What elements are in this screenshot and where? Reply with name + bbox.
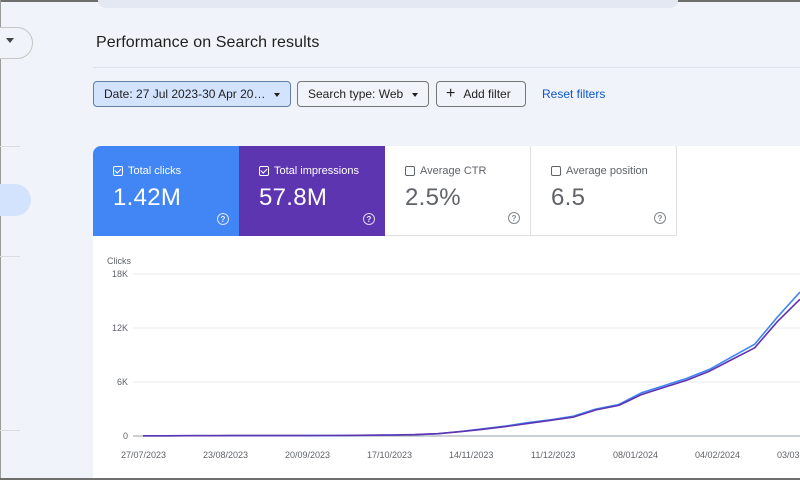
search-type-label: Search type: Web bbox=[308, 87, 404, 101]
chevron-down-icon bbox=[412, 93, 418, 97]
chevron-down-icon[interactable] bbox=[6, 38, 14, 43]
y-tick-label: 0 bbox=[123, 431, 128, 441]
metric-row-filler bbox=[677, 146, 800, 236]
y-axis-title: Clicks bbox=[107, 256, 131, 266]
help-icon[interactable]: ? bbox=[217, 213, 229, 225]
reset-filters-link[interactable]: Reset filters bbox=[542, 87, 606, 101]
performance-chart-panel: Clicks 0 6K 12K 18K 27/07/2023 23/08/2023 20/09… bbox=[93, 236, 800, 478]
metric-value: 6.5 bbox=[551, 184, 586, 211]
window-left-border bbox=[0, 0, 1, 480]
x-tick-label: 03/03 bbox=[777, 450, 800, 460]
metric-label: Total impressions bbox=[274, 165, 359, 177]
series-line-clicks bbox=[143, 291, 800, 437]
window-bottom-border bbox=[0, 478, 800, 480]
metric-value: 57.8M bbox=[259, 184, 328, 211]
help-icon[interactable]: ? bbox=[654, 212, 666, 224]
checkbox-checked-icon[interactable] bbox=[259, 166, 269, 176]
series-line-impressions bbox=[143, 298, 800, 437]
y-tick-label: 18K bbox=[112, 269, 128, 279]
metric-value: 2.5% bbox=[405, 184, 461, 211]
checkbox-unchecked-icon[interactable] bbox=[551, 166, 561, 176]
sidebar bbox=[0, 0, 60, 480]
metric-label: Average position bbox=[566, 165, 648, 177]
y-tick-label: 6K bbox=[117, 377, 128, 387]
sidebar-divider bbox=[0, 256, 20, 257]
y-tick-label: 12K bbox=[112, 323, 128, 333]
chevron-down-icon bbox=[274, 93, 280, 97]
metric-value: 1.42M bbox=[113, 184, 182, 211]
page-title: Performance on Search results bbox=[96, 34, 320, 51]
checkbox-checked-icon[interactable] bbox=[113, 166, 123, 176]
x-tick-label: 08/01/2024 bbox=[613, 450, 658, 460]
x-tick-label: 11/12/2023 bbox=[531, 450, 575, 460]
property-selector[interactable] bbox=[0, 27, 33, 59]
help-icon[interactable]: ? bbox=[363, 213, 375, 225]
date-filter-chip[interactable]: Date: 27 Jul 2023-30 Apr 20… bbox=[93, 81, 291, 107]
header-divider bbox=[93, 67, 800, 68]
x-tick-label: 17/10/2023 bbox=[367, 450, 412, 460]
x-tick-label: 20/09/2023 bbox=[285, 450, 330, 460]
checkbox-unchecked-icon[interactable] bbox=[405, 166, 415, 176]
performance-chart[interactable]: Clicks 0 6K 12K 18K 27/07/2023 23/08/2023 20/09… bbox=[93, 236, 800, 478]
top-banner-strip bbox=[98, 0, 678, 8]
metric-card-total-impressions[interactable]: Total impressions 57.8M ? bbox=[239, 146, 385, 236]
sidebar-item-performance[interactable] bbox=[0, 184, 31, 216]
metric-card-average-position[interactable]: Average position 6.5 ? bbox=[531, 146, 677, 236]
metric-card-total-clicks[interactable]: Total clicks 1.42M ? bbox=[93, 146, 239, 236]
metric-card-average-ctr[interactable]: Average CTR 2.5% ? bbox=[385, 146, 531, 236]
add-filter-label: Add filter bbox=[463, 87, 511, 101]
sidebar-divider bbox=[0, 430, 20, 431]
metric-label: Average CTR bbox=[420, 165, 487, 177]
x-tick-label: 23/08/2023 bbox=[203, 450, 248, 460]
search-type-chip[interactable]: Search type: Web bbox=[297, 81, 429, 107]
x-tick-label: 14/11/2023 bbox=[449, 450, 493, 460]
help-icon[interactable]: ? bbox=[508, 212, 520, 224]
sidebar-divider bbox=[0, 146, 20, 147]
x-tick-label: 04/02/2024 bbox=[695, 450, 740, 460]
x-tick-label: 27/07/2023 bbox=[121, 450, 166, 460]
metric-label: Total clicks bbox=[128, 165, 182, 177]
add-filter-button[interactable]: + Add filter bbox=[436, 81, 526, 107]
plus-icon: + bbox=[446, 85, 456, 102]
date-filter-label: Date: 27 Jul 2023-30 Apr 20… bbox=[104, 87, 266, 101]
